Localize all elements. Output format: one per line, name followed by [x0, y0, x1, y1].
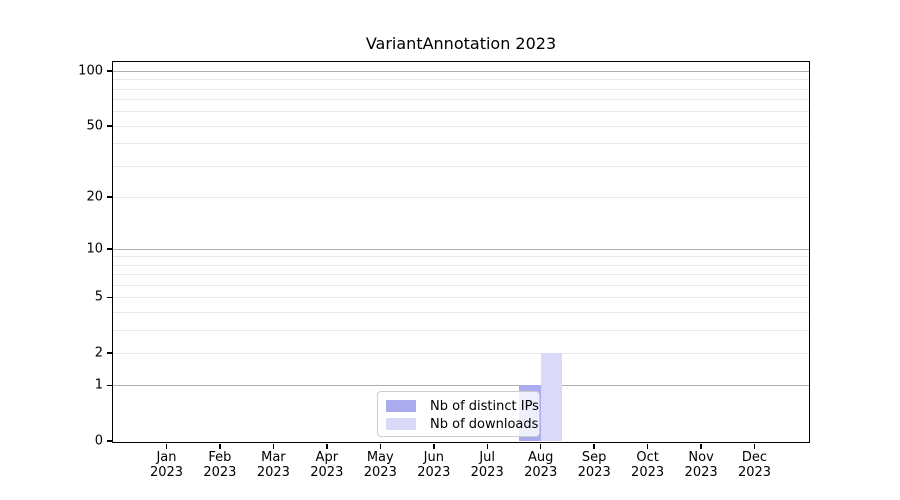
x-tick-label: Mar 2023	[256, 450, 290, 480]
gridline-minor	[113, 196, 809, 198]
x-tick-label: Nov 2023	[684, 450, 718, 480]
x-tick	[486, 443, 488, 449]
legend-label-downloads: Nb of downloads	[430, 416, 539, 432]
x-tick-label: Feb 2023	[203, 450, 237, 480]
y-tick-label: 10	[86, 241, 103, 257]
x-tick-label: Jun 2023	[417, 450, 451, 480]
gridline-major	[113, 385, 809, 387]
y-tick	[106, 70, 112, 72]
y-tick	[106, 440, 112, 442]
legend-item-distinct-ips: Nb of distinct IPs	[386, 397, 539, 415]
x-tick-label: Apr 2023	[310, 450, 344, 480]
x-tick	[379, 443, 382, 449]
x-tick	[165, 443, 168, 449]
x-tick	[753, 443, 756, 449]
gridline-minor	[113, 79, 809, 81]
legend-label-distinct-ips: Nb of distinct IPs	[430, 398, 539, 414]
y-tick	[106, 125, 112, 127]
gridline-minor	[113, 297, 809, 299]
y-tick	[106, 352, 112, 354]
chart-title: VariantAnnotation 2023	[365, 34, 557, 53]
x-tick-label: Aug 2023	[524, 450, 558, 480]
plot-area: 0 1 2 5 10 20 50 100 Jan 2023 Feb 2023 Mar 2023 Apr…	[78, 61, 810, 480]
gridline-minor	[113, 125, 809, 127]
legend-swatch-distinct-ips	[386, 400, 416, 412]
legend-swatch-downloads	[386, 418, 416, 430]
x-tick	[433, 443, 435, 449]
gridline-minor	[113, 285, 809, 286]
gridline-minor	[113, 99, 809, 101]
gridline-minor	[113, 88, 809, 90]
gridline-minor	[113, 143, 809, 145]
plot-canvas	[113, 62, 809, 442]
legend-item-downloads: Nb of downloads	[386, 415, 538, 433]
x-tick	[646, 443, 649, 449]
gridline-minor	[113, 274, 809, 276]
x-tick	[219, 443, 221, 449]
bar-downloads-aug	[540, 352, 563, 441]
gridline-minor	[113, 264, 809, 266]
gridline-minor	[113, 165, 809, 167]
y-tick-label: 50	[86, 118, 103, 134]
y-tick-label: 20	[86, 189, 103, 205]
gridline-major	[113, 248, 809, 250]
y-tick-label: 0	[94, 433, 103, 449]
x-tick	[272, 443, 275, 449]
gridline-minor	[113, 352, 809, 354]
y-tick	[106, 196, 112, 198]
x-tick-label: Oct 2023	[631, 450, 665, 480]
x-tick	[593, 443, 595, 449]
x-tick-label: Jan 2023	[149, 450, 184, 480]
y-tick-label: 2	[94, 345, 103, 361]
y-tick	[106, 296, 112, 299]
x-tick-label: Dec 2023	[737, 450, 772, 480]
gridline-minor	[113, 312, 809, 313]
gridline-minor	[113, 111, 809, 113]
x-tick	[326, 443, 328, 449]
x-tick-label: Jul 2023	[470, 450, 504, 480]
y-tick-label: 5	[94, 289, 103, 305]
y-tick-label: 100	[78, 63, 103, 79]
x-tick-label: May 2023	[363, 450, 397, 480]
legend: Nb of distinct IPs Nb of downloads	[377, 391, 540, 437]
y-tick-label: 1	[94, 377, 103, 393]
gridline-minor	[113, 329, 809, 331]
y-tick	[106, 384, 112, 387]
gridline-major	[113, 71, 809, 72]
x-tick	[700, 443, 702, 449]
y-tick	[106, 248, 112, 250]
x-tick	[539, 443, 542, 449]
x-tick-label: Sep 2023	[577, 450, 611, 480]
gridline-minor	[113, 256, 809, 258]
